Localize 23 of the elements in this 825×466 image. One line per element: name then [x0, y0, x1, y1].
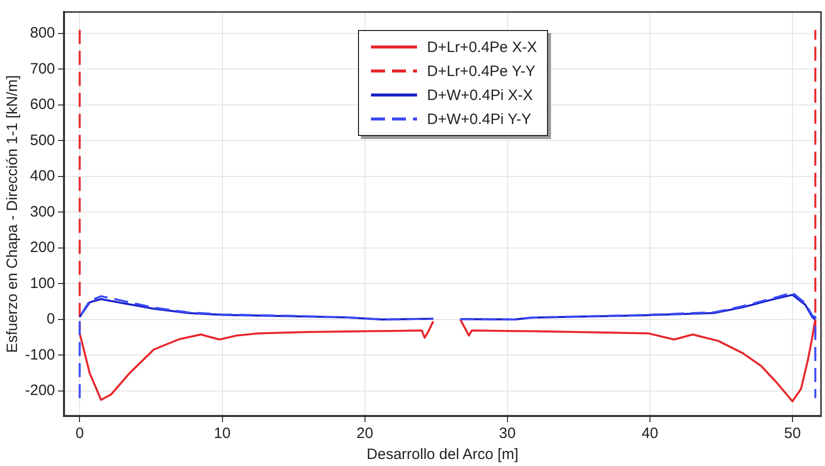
y-tick-label: -200 [24, 382, 56, 400]
legend-label: D+Lr+0.4Pe Y-Y [427, 62, 536, 80]
y-axis-title: Esfuerzo en Chapa - Dirección 1-1 [kN/m] [4, 75, 22, 353]
x-axis-title: Desarrollo del Arco [m] [366, 446, 518, 464]
legend-label: D+W+0.4Pi Y-Y [427, 110, 532, 128]
x-tick-label: 50 [784, 425, 801, 442]
legend-label: D+Lr+0.4Pe X-X [427, 38, 538, 56]
x-tick-label: 30 [499, 425, 516, 442]
y-tick-label: 600 [30, 96, 56, 114]
y-tick-label: 400 [30, 168, 56, 185]
x-tick-label: 10 [214, 425, 231, 442]
y-tick-label: 300 [30, 203, 56, 220]
x-tick-label: 40 [642, 425, 658, 442]
y-tick-label: 200 [30, 239, 56, 256]
y-tick-label: 500 [30, 132, 56, 149]
legend-label: D+W+0.4Pi X-X [427, 86, 533, 104]
y-tick-label: 0 [46, 310, 56, 328]
x-tick-label: 0 [76, 425, 84, 442]
y-tick-label: -100 [24, 346, 56, 364]
y-tick-label: 800 [30, 24, 56, 42]
y-tick-label: 700 [30, 60, 56, 78]
y-tick-label: 100 [30, 274, 56, 292]
x-tick-label: 20 [356, 425, 374, 442]
